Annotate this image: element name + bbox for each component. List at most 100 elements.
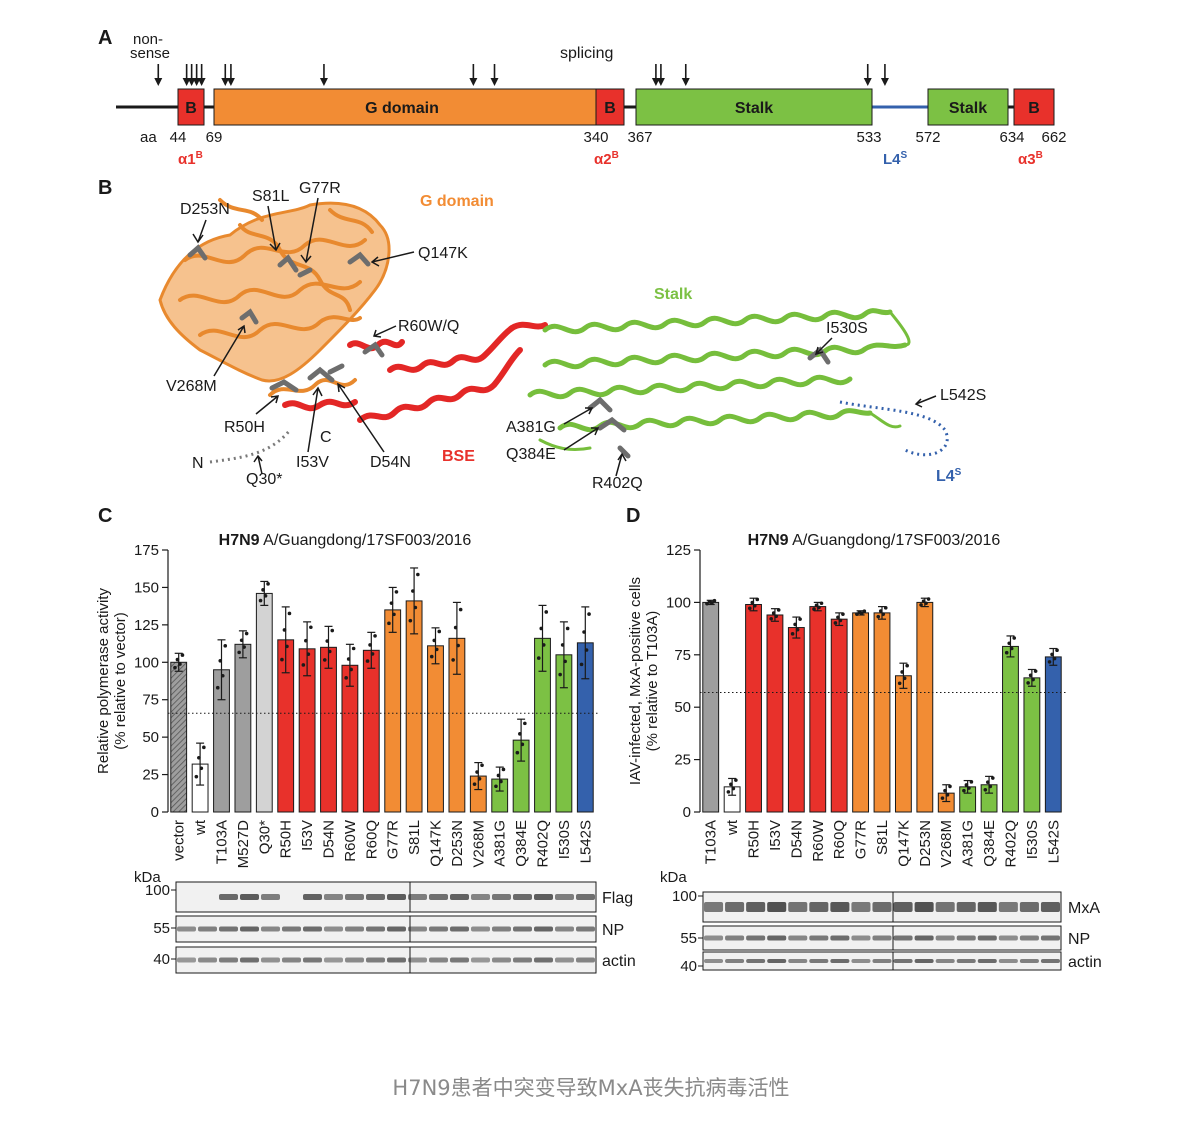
blot-row-label: NP	[1068, 931, 1090, 948]
alpha1b-label: α1B	[178, 150, 203, 168]
y-tick-label: 0	[151, 804, 159, 821]
stalk-box-2	[927, 88, 1009, 126]
x-tick-label: Q30*	[256, 820, 273, 854]
c-terminus-label: C	[320, 429, 332, 446]
error-bar	[281, 606, 290, 674]
replicate-point	[197, 756, 201, 760]
replicate-point	[365, 659, 370, 663]
g-domain-box	[213, 88, 597, 126]
x-tick-label: R60Q	[831, 820, 848, 859]
nonsense-label-line1: non-	[133, 31, 163, 48]
replicate-point	[173, 665, 177, 670]
side-chains	[187, 244, 831, 459]
x-tick-label: R402Q	[535, 820, 552, 868]
replicate-point	[261, 588, 265, 592]
bar	[894, 675, 912, 813]
replicate-point	[924, 601, 928, 606]
x-tick-label: Q384E	[513, 820, 530, 867]
blot-row-label: actin	[1068, 954, 1102, 971]
x-tick-label: L542S	[577, 820, 594, 863]
replicate-point	[902, 676, 907, 681]
error-bar	[559, 621, 568, 689]
replicate-point	[306, 652, 311, 657]
x-tick-label: S81L	[406, 820, 423, 855]
y-axis-label: (% relative to T103A)	[644, 611, 661, 752]
mutation-arrow	[880, 64, 889, 86]
y-tick-label: 150	[134, 579, 159, 596]
chart-d-title: H7N9 A/Guangdong/17SF003/2016	[748, 532, 1001, 549]
replicate-point	[456, 643, 460, 648]
y-tick-label: 0	[683, 804, 691, 821]
replicate-point	[962, 788, 966, 793]
replicate-point	[1050, 652, 1054, 657]
kda-mark: 40	[680, 958, 697, 975]
replicate-point	[729, 782, 733, 787]
error-bar	[410, 567, 419, 635]
replicate-point	[897, 681, 902, 686]
error-bar	[196, 742, 205, 786]
replicate-point	[776, 608, 781, 612]
l4s-structure-label: L4S	[936, 467, 962, 485]
replicate-point	[301, 663, 306, 667]
blot-strip	[175, 915, 597, 943]
label-r60wq: R60W/Q	[398, 318, 459, 335]
replicate-point	[734, 778, 738, 782]
mutation-arrow	[221, 64, 230, 86]
replicate-point	[838, 618, 843, 623]
error-bar	[985, 775, 994, 794]
blot-strip	[175, 881, 597, 913]
replicate-point	[330, 628, 335, 633]
replicate-point	[220, 673, 225, 678]
error-bar	[474, 761, 483, 791]
bar	[255, 592, 273, 813]
splicing-label: splicing	[560, 45, 613, 62]
position-662: 662	[1041, 129, 1066, 146]
replicate-point	[969, 780, 974, 784]
error-bar	[217, 639, 226, 701]
replicate-point	[472, 782, 477, 786]
replicate-point	[587, 612, 591, 616]
y-tick-label: 50	[674, 699, 691, 716]
stalk-box-1	[635, 88, 873, 126]
stalk-structure	[527, 308, 911, 452]
kda-label: kDa	[134, 869, 161, 886]
replicate-point	[1009, 646, 1014, 651]
kda-mark: 55	[680, 930, 697, 947]
aa-label: aa	[140, 129, 157, 146]
position-340: 340	[583, 129, 608, 146]
mutation-arrow	[681, 64, 690, 86]
position-367: 367	[627, 129, 652, 146]
replicate-point	[921, 599, 926, 603]
label-i53v: I53V	[296, 454, 329, 471]
replicate-point	[1028, 673, 1033, 678]
kda-mark: 100	[672, 888, 697, 905]
blot-row-label: Flag	[602, 890, 633, 907]
replicate-point	[351, 646, 356, 651]
replicate-point	[565, 626, 570, 631]
replicate-point	[539, 626, 544, 631]
error-bar	[495, 766, 504, 792]
blot-row-label: MxA	[1068, 900, 1100, 917]
error-bar	[1006, 635, 1015, 658]
replicate-point	[1031, 677, 1035, 682]
x-tick-label: D253N	[449, 820, 466, 867]
replicate-point	[480, 763, 484, 768]
replicate-point	[1047, 660, 1052, 664]
replicate-point	[453, 625, 458, 630]
bse-box-1-label: B	[185, 100, 197, 117]
mutation-arrow	[490, 64, 499, 86]
nonsense-label-line2: sense	[130, 45, 170, 62]
label-r402q: R402Q	[592, 475, 643, 492]
replicate-point	[793, 622, 797, 627]
x-tick-label: R50H	[746, 820, 763, 858]
panel-b-letter: B	[98, 177, 112, 199]
mutation-arrow	[651, 64, 660, 86]
replicate-point	[496, 773, 501, 778]
replicate-point	[370, 652, 375, 656]
replicate-point	[325, 639, 330, 643]
replicate-point	[263, 594, 268, 598]
replicate-point	[437, 629, 442, 634]
label-a381g: A381G	[506, 419, 556, 436]
replicate-point	[180, 653, 185, 657]
label-q147k: Q147K	[418, 245, 468, 262]
